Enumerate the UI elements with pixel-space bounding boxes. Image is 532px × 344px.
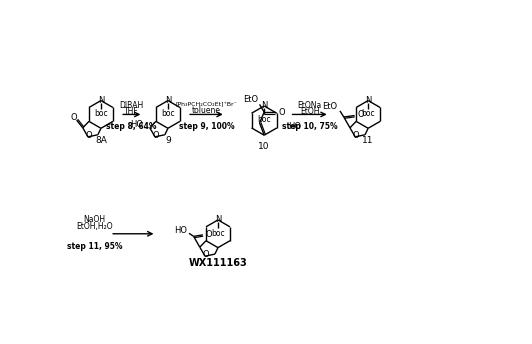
Text: boc: boc (211, 228, 225, 237)
Text: toluene: toluene (192, 106, 221, 115)
Text: HO: HO (288, 122, 301, 131)
Text: boc: boc (257, 115, 271, 123)
Text: step 10, 75%: step 10, 75% (282, 122, 337, 131)
Text: EtO: EtO (322, 102, 338, 111)
Text: EtONa: EtONa (297, 101, 322, 110)
Text: DIBAH: DIBAH (120, 101, 144, 110)
Text: O: O (358, 110, 364, 119)
Text: 10: 10 (259, 142, 270, 151)
Text: O: O (86, 131, 92, 140)
Text: THF: THF (124, 107, 139, 116)
Text: N: N (365, 96, 371, 105)
Text: N: N (98, 96, 104, 105)
Text: boc: boc (361, 109, 375, 118)
Text: N: N (165, 96, 171, 105)
Text: N: N (261, 101, 268, 110)
Text: EtOH: EtOH (300, 107, 319, 116)
Text: O: O (206, 229, 213, 239)
Text: boc: boc (94, 109, 108, 118)
Text: EtOH,H₂O: EtOH,H₂O (77, 222, 113, 232)
Text: O: O (153, 131, 159, 140)
Text: step 8, 64%: step 8, 64% (106, 122, 157, 131)
Text: EtO: EtO (243, 95, 258, 104)
Text: 9: 9 (165, 136, 171, 145)
Text: O: O (278, 108, 285, 117)
Text: N: N (215, 215, 221, 224)
Text: O: O (71, 113, 78, 122)
Text: HO: HO (174, 226, 187, 235)
Text: step 11, 95%: step 11, 95% (67, 241, 122, 250)
Text: [Ph₃PCH₂CO₂Et]⁺Br⁻: [Ph₃PCH₂CO₂Et]⁺Br⁻ (176, 101, 237, 106)
Text: NaOH: NaOH (84, 215, 106, 224)
Text: WX111163: WX111163 (189, 258, 247, 268)
Text: O: O (203, 250, 209, 259)
Text: 11: 11 (362, 136, 374, 145)
Text: step 9, 100%: step 9, 100% (179, 122, 234, 131)
Text: boc: boc (161, 109, 174, 118)
Text: HO: HO (130, 120, 143, 129)
Text: O: O (353, 131, 359, 140)
Text: 8A: 8A (95, 136, 107, 145)
